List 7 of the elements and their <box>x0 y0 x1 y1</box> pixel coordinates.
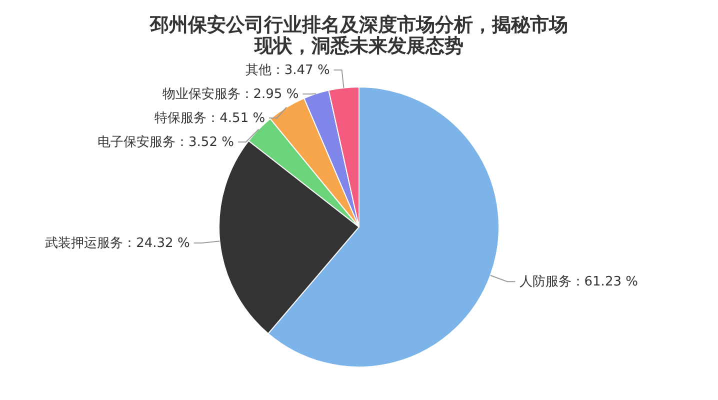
slice-label: 武装押运服务：24.32 % <box>45 236 190 251</box>
slice-label: 物业保安服务：2.95 % <box>162 86 299 102</box>
chart-title: 邳州保安公司行业排名及深度市场分析，揭秘市场现状，洞悉未来发展态势 <box>149 14 568 57</box>
slice-label: 电子保安服务：3.52 % <box>98 134 234 150</box>
slice-label: 特保服务：4.51 % <box>154 110 266 126</box>
slice-label: 人防服务：61.23 % <box>519 274 638 290</box>
slice-label: 其他：3.47 % <box>245 62 330 78</box>
